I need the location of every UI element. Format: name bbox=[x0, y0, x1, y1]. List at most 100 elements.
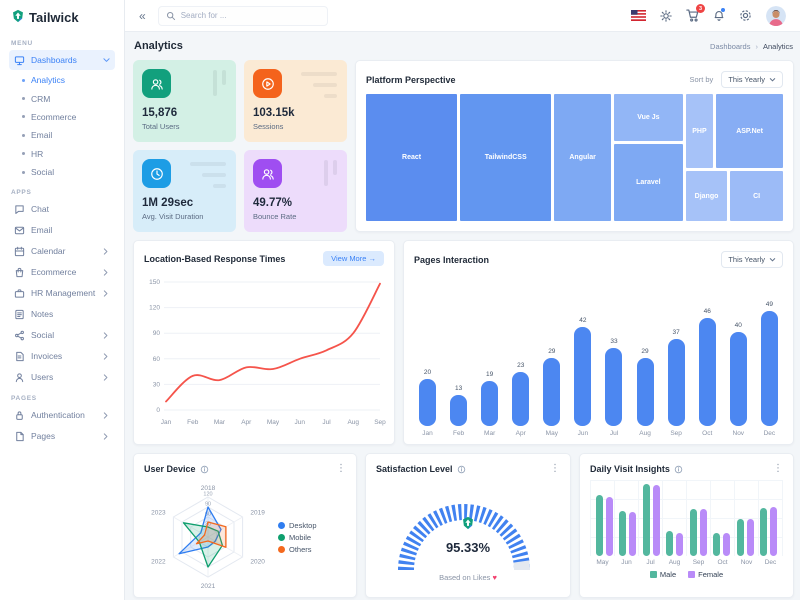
bar-male bbox=[619, 510, 627, 556]
sidebar-item-pages[interactable]: Pages bbox=[9, 426, 115, 446]
treemap-node-django[interactable]: Django bbox=[685, 171, 728, 221]
bar-group-jul[interactable] bbox=[642, 484, 660, 556]
calendar-icon bbox=[14, 246, 25, 257]
gauge-chart-canvas[interactable]: 95.33% bbox=[376, 480, 560, 572]
bar-group-dec[interactable] bbox=[759, 506, 777, 556]
bar-sep[interactable]: 37 Sep bbox=[667, 329, 685, 437]
pages-period-select[interactable]: This Yearly bbox=[721, 251, 783, 268]
treemap-node-ci[interactable]: CI bbox=[730, 171, 783, 221]
page-title: Analytics bbox=[134, 40, 183, 52]
legend-label: Desktop bbox=[289, 521, 317, 530]
search-box[interactable] bbox=[157, 5, 328, 26]
sidebar-subitem-social[interactable]: Social bbox=[9, 163, 115, 181]
sidebar-item-label: HR Management bbox=[31, 288, 96, 299]
bar-group-sep[interactable] bbox=[689, 509, 707, 556]
treemap-node-vue-js[interactable]: Vue Js bbox=[613, 94, 683, 142]
info-icon[interactable] bbox=[457, 465, 466, 474]
sidebar-item-hr-management[interactable]: HR Management bbox=[9, 283, 115, 303]
sidebar-item-email[interactable]: Email bbox=[9, 220, 115, 240]
legend-item-female[interactable]: Female bbox=[688, 570, 723, 579]
language-flag-button[interactable] bbox=[631, 10, 646, 21]
sidebar-collapse-button[interactable]: « bbox=[139, 8, 146, 23]
treemap-canvas[interactable]: React TailwindCSS Angular Vue Js Laravel PHP A… bbox=[366, 94, 783, 221]
bar-shape bbox=[574, 327, 592, 426]
sidebar-item-dashboards[interactable]: Dashboards bbox=[9, 50, 115, 70]
card-menu-icon[interactable]: ⋮ bbox=[550, 463, 560, 474]
sidebar-subitem-hr[interactable]: HR bbox=[9, 145, 115, 163]
sidebar-subitem-label: Social bbox=[31, 167, 55, 178]
duration-icon bbox=[142, 159, 171, 188]
bar-oct[interactable]: 46 Oct bbox=[698, 308, 716, 437]
stats-grid: 15,876 Total Users 103.15k Sessions 1M 29sec… bbox=[133, 60, 347, 232]
sidebar-item-social[interactable]: Social bbox=[9, 325, 115, 345]
grouped-bar-canvas[interactable] bbox=[590, 480, 783, 556]
bar-apr[interactable]: 23 Apr bbox=[512, 362, 530, 437]
bar-chart-canvas[interactable]: 20 Jan 13 Feb 19 Mar 23 Apr 29 May 42 Jun 33 Jul 29 Aug… bbox=[414, 274, 783, 437]
bullet-dot-icon bbox=[22, 97, 25, 101]
sidebar-item-users[interactable]: Users bbox=[9, 367, 115, 387]
card-decoration bbox=[190, 162, 226, 188]
sidebar-item-calendar[interactable]: Calendar bbox=[9, 241, 115, 261]
treemap-node-asp-net[interactable]: ASP.Net bbox=[716, 94, 783, 169]
sidebar-subitem-crm[interactable]: CRM bbox=[9, 89, 115, 107]
card-menu-icon[interactable]: ⋮ bbox=[773, 463, 783, 474]
legend-item-others[interactable]: Others bbox=[278, 545, 317, 554]
bar-nov[interactable]: 40 Nov bbox=[729, 322, 747, 437]
treemap-node-laravel[interactable]: Laravel bbox=[613, 144, 683, 221]
treemap-node-tailwindcss[interactable]: TailwindCSS bbox=[460, 94, 552, 221]
treemap-period-select[interactable]: This Yearly bbox=[721, 71, 783, 88]
treemap-node-php[interactable]: PHP bbox=[685, 94, 714, 169]
sidebar-item-ecommerce[interactable]: Ecommerce bbox=[9, 262, 115, 282]
sidebar-item-invoices[interactable]: Invoices bbox=[9, 346, 115, 366]
sidebar-item-notes[interactable]: Notes bbox=[9, 304, 115, 324]
bar-mar[interactable]: 19 Mar bbox=[481, 371, 499, 437]
line-chart-canvas[interactable]: 0 30 60 90 120 150 Jan Feb Mar Apr May Jun Jul Aug Sep bbox=[144, 272, 386, 440]
bar-group-jun[interactable] bbox=[619, 510, 637, 556]
bar-month-label: May bbox=[545, 430, 558, 437]
bar-group-oct[interactable] bbox=[713, 532, 731, 556]
bar-female bbox=[746, 518, 754, 556]
card-menu-icon[interactable]: ⋮ bbox=[336, 463, 346, 474]
sidebar-subitem-analytics[interactable]: Analytics bbox=[9, 71, 115, 89]
legend-square-icon bbox=[688, 571, 696, 578]
svg-text:Apr: Apr bbox=[241, 419, 252, 426]
bar-group-aug[interactable] bbox=[666, 531, 684, 556]
radar-chart-canvas[interactable]: 2018 2019 2020 2021 2022 2023 120 90 60 30 bbox=[144, 480, 278, 595]
svg-text:120: 120 bbox=[203, 492, 212, 498]
bar-group-may[interactable] bbox=[596, 495, 613, 556]
view-more-button[interactable]: View More → bbox=[323, 251, 384, 266]
bar-jul[interactable]: 33 Jul bbox=[605, 338, 623, 437]
svg-text:2019: 2019 bbox=[250, 510, 265, 517]
sidebar-item-authentication[interactable]: Authentication bbox=[9, 405, 115, 425]
user-avatar[interactable] bbox=[766, 5, 786, 26]
bar-jun[interactable]: 42 Jun bbox=[574, 317, 592, 437]
sidebar-subitem-ecommerce[interactable]: Ecommerce bbox=[9, 108, 115, 126]
legend-item-desktop[interactable]: Desktop bbox=[278, 521, 317, 530]
bar-may[interactable]: 29 May bbox=[543, 348, 561, 437]
notifications-button[interactable] bbox=[713, 7, 725, 22]
file-icon bbox=[14, 431, 25, 442]
sidebar-item-chat[interactable]: Chat bbox=[9, 199, 115, 219]
breadcrumb-parent[interactable]: Dashboards bbox=[710, 41, 751, 51]
sidebar-subitem-label: HR bbox=[31, 148, 44, 159]
info-icon[interactable] bbox=[200, 465, 209, 474]
brand-logo[interactable]: Tailwick bbox=[9, 7, 115, 32]
stat-label: Avg. Visit Duration bbox=[142, 212, 204, 221]
bar-group-nov[interactable] bbox=[736, 518, 754, 556]
theme-toggle-button[interactable] bbox=[660, 9, 672, 22]
legend-item-male[interactable]: Male bbox=[649, 570, 676, 579]
treemap-node-react[interactable]: React bbox=[366, 94, 458, 221]
bar-dec[interactable]: 49 Dec bbox=[760, 301, 778, 437]
legend-item-mobile[interactable]: Mobile bbox=[278, 533, 317, 542]
bar-jan[interactable]: 20 Jan bbox=[419, 369, 436, 437]
treemap-node-angular[interactable]: Angular bbox=[554, 94, 611, 221]
cart-button[interactable]: 3 bbox=[686, 4, 705, 22]
search-input[interactable] bbox=[180, 11, 320, 20]
sidebar-subitem-email[interactable]: Email bbox=[9, 126, 115, 144]
bar-feb[interactable]: 13 Feb bbox=[450, 385, 468, 437]
bar-aug[interactable]: 29 Aug bbox=[636, 348, 654, 437]
breadcrumb-separator: › bbox=[755, 41, 758, 51]
info-icon[interactable] bbox=[674, 465, 683, 474]
settings-button[interactable] bbox=[739, 9, 752, 22]
topbar: « 3 bbox=[125, 0, 800, 32]
